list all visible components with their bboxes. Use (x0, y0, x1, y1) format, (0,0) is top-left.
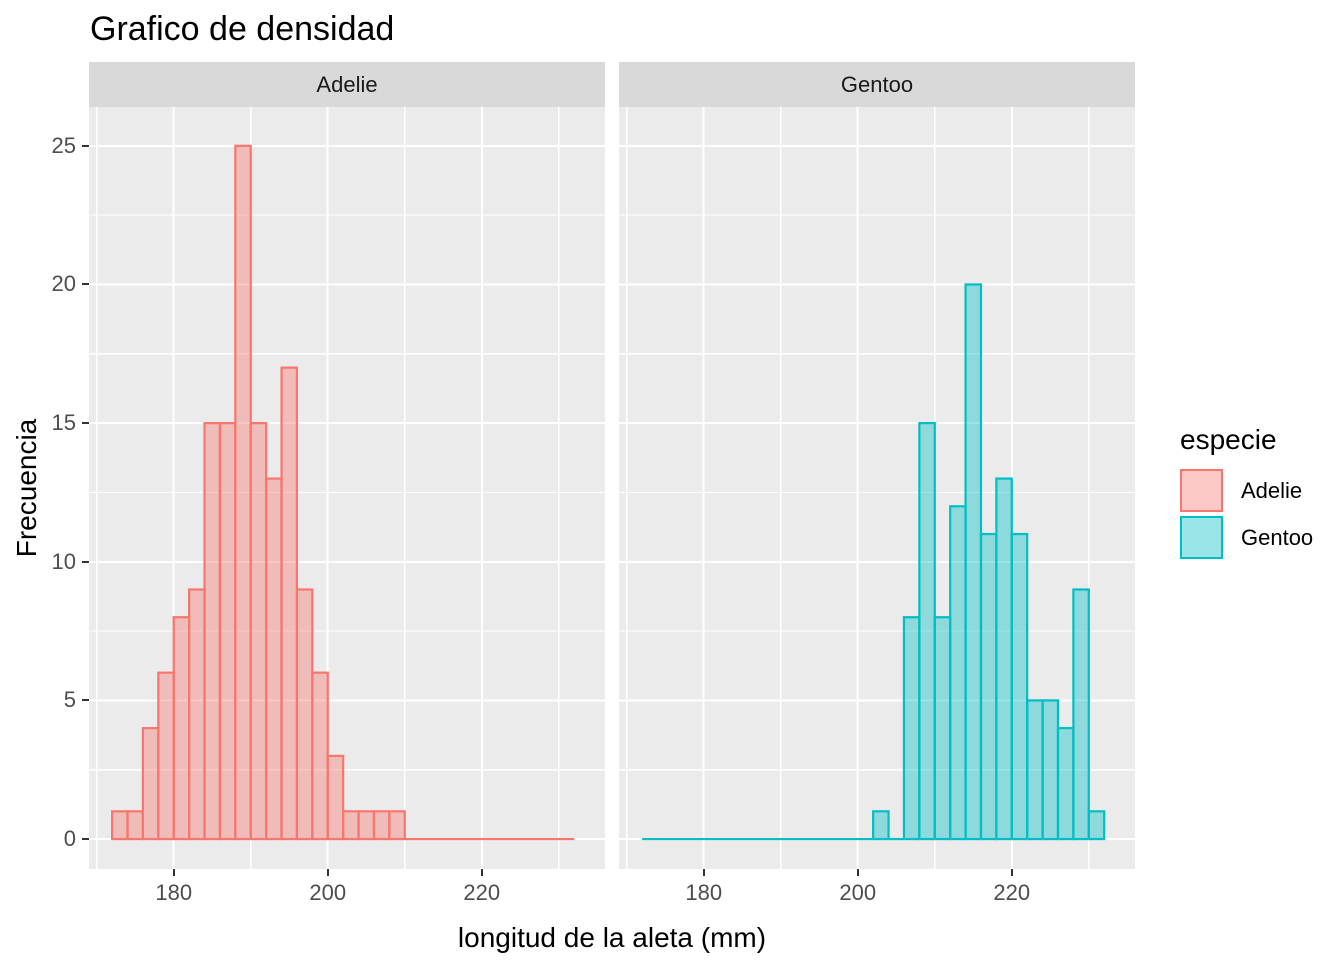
histogram-bar (111, 810, 129, 841)
x-tick-mark (1010, 869, 1013, 876)
legend: especie Adelie Gentoo (1180, 424, 1313, 563)
histogram-bar (979, 532, 998, 841)
histogram-bar (949, 505, 967, 841)
y-tick-mark (82, 560, 89, 563)
y-tick-label: 15 (51, 410, 76, 436)
histogram-bar (157, 671, 175, 841)
facet-panel-adelie (89, 107, 605, 869)
histogram-bar (902, 616, 921, 841)
y-axis-title: Frecuencia (11, 418, 42, 558)
legend-entry-gentoo: Gentoo (1180, 516, 1313, 559)
histogram-bar (342, 810, 360, 841)
x-tick-label: 220 (993, 880, 1031, 905)
legend-entry-adelie: Adelie (1180, 469, 1313, 512)
histogram-bar (126, 810, 145, 841)
legend-key-gentoo (1180, 516, 1223, 559)
histogram-adelie (89, 107, 605, 869)
histogram-bar (372, 810, 391, 841)
histogram-bar (1072, 588, 1090, 841)
y-tick-mark (82, 283, 89, 286)
facet-strip-gentoo: Gentoo (619, 62, 1135, 107)
histogram-bar (357, 810, 376, 841)
histogram-bar (326, 754, 345, 841)
x-axis-title: longitud de la aleta (mm) (457, 922, 767, 953)
x-tick-mark (856, 869, 859, 876)
histogram-bar (918, 422, 936, 841)
histogram-bar (218, 422, 237, 841)
histogram-bar (933, 616, 952, 841)
histogram-bar (388, 810, 406, 841)
x-tick-mark (702, 869, 705, 876)
histogram-bar (203, 422, 222, 841)
histogram-bar (249, 422, 268, 841)
histogram-bar (1041, 699, 1060, 841)
histogram-bar (311, 671, 329, 841)
y-tick-mark (82, 699, 89, 702)
x-tick-label: 180 (155, 880, 193, 905)
x-tick-mark (172, 869, 175, 876)
y-tick-label: 20 (51, 271, 76, 297)
histogram-bar (872, 810, 890, 841)
histogram-bar (280, 366, 299, 841)
y-tick-label: 10 (51, 548, 76, 574)
x-tick-label: 220 (463, 880, 501, 905)
histogram-bar (1010, 532, 1029, 841)
legend-label: Adelie (1241, 477, 1303, 503)
y-tick-label: 0 (63, 826, 76, 852)
y-tick-mark (82, 422, 89, 425)
facet-panel-gentoo (619, 107, 1135, 869)
histogram-bar (234, 144, 252, 841)
plot-title: Grafico de densidad (90, 10, 395, 48)
legend-title: especie (1180, 424, 1277, 455)
facet-strip-label: Adelie (316, 71, 378, 97)
x-tick-label: 200 (309, 880, 347, 905)
legend-label: Gentoo (1241, 524, 1314, 550)
x-tick-label: 200 (839, 880, 877, 905)
histogram-gentoo (619, 107, 1135, 869)
x-tick-label: 180 (685, 880, 723, 905)
x-tick-mark (480, 869, 483, 876)
y-tick-label: 25 (51, 132, 76, 158)
legend-key-adelie (1180, 469, 1223, 512)
y-tick-mark (82, 838, 89, 841)
histogram-bar (188, 588, 206, 841)
facet-strip-label: Gentoo (840, 71, 914, 97)
x-tick-mark (326, 869, 329, 876)
histogram-bar (295, 588, 314, 841)
y-tick-label: 5 (63, 687, 76, 713)
histogram-bar (265, 477, 283, 841)
facet-strip-adelie: Adelie (89, 62, 605, 107)
histogram-bar (964, 283, 983, 841)
histogram-bar (1026, 699, 1044, 841)
y-tick-mark (82, 144, 89, 147)
histogram-bar (172, 616, 191, 841)
histogram-bar (1087, 810, 1106, 841)
histogram-bar (995, 477, 1013, 841)
histogram-bar (1056, 727, 1075, 841)
histogram-bar (141, 727, 160, 841)
